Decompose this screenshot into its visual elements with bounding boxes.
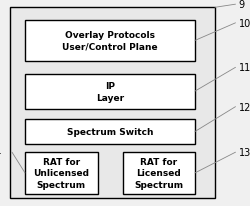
Text: 9: 9	[239, 0, 245, 10]
Text: RAT for
Licensed
Spectrum: RAT for Licensed Spectrum	[134, 157, 183, 189]
Bar	[25, 119, 195, 144]
Bar	[122, 152, 195, 194]
Bar	[25, 74, 195, 109]
Text: Spectrum Switch: Spectrum Switch	[67, 127, 153, 136]
Bar	[10, 8, 215, 198]
Text: 12: 12	[239, 102, 250, 112]
Bar	[25, 21, 195, 62]
Text: Overlay Protocols
User/Control Plane: Overlay Protocols User/Control Plane	[62, 31, 158, 52]
Text: RAT for
Unlicensed
Spectrum: RAT for Unlicensed Spectrum	[33, 157, 89, 189]
Text: IP
Layer: IP Layer	[96, 81, 124, 102]
Text: 13: 13	[239, 147, 250, 157]
Text: 11: 11	[239, 63, 250, 73]
Text: 10: 10	[239, 19, 250, 29]
Bar	[25, 152, 98, 194]
Text: 14: 14	[0, 147, 2, 157]
